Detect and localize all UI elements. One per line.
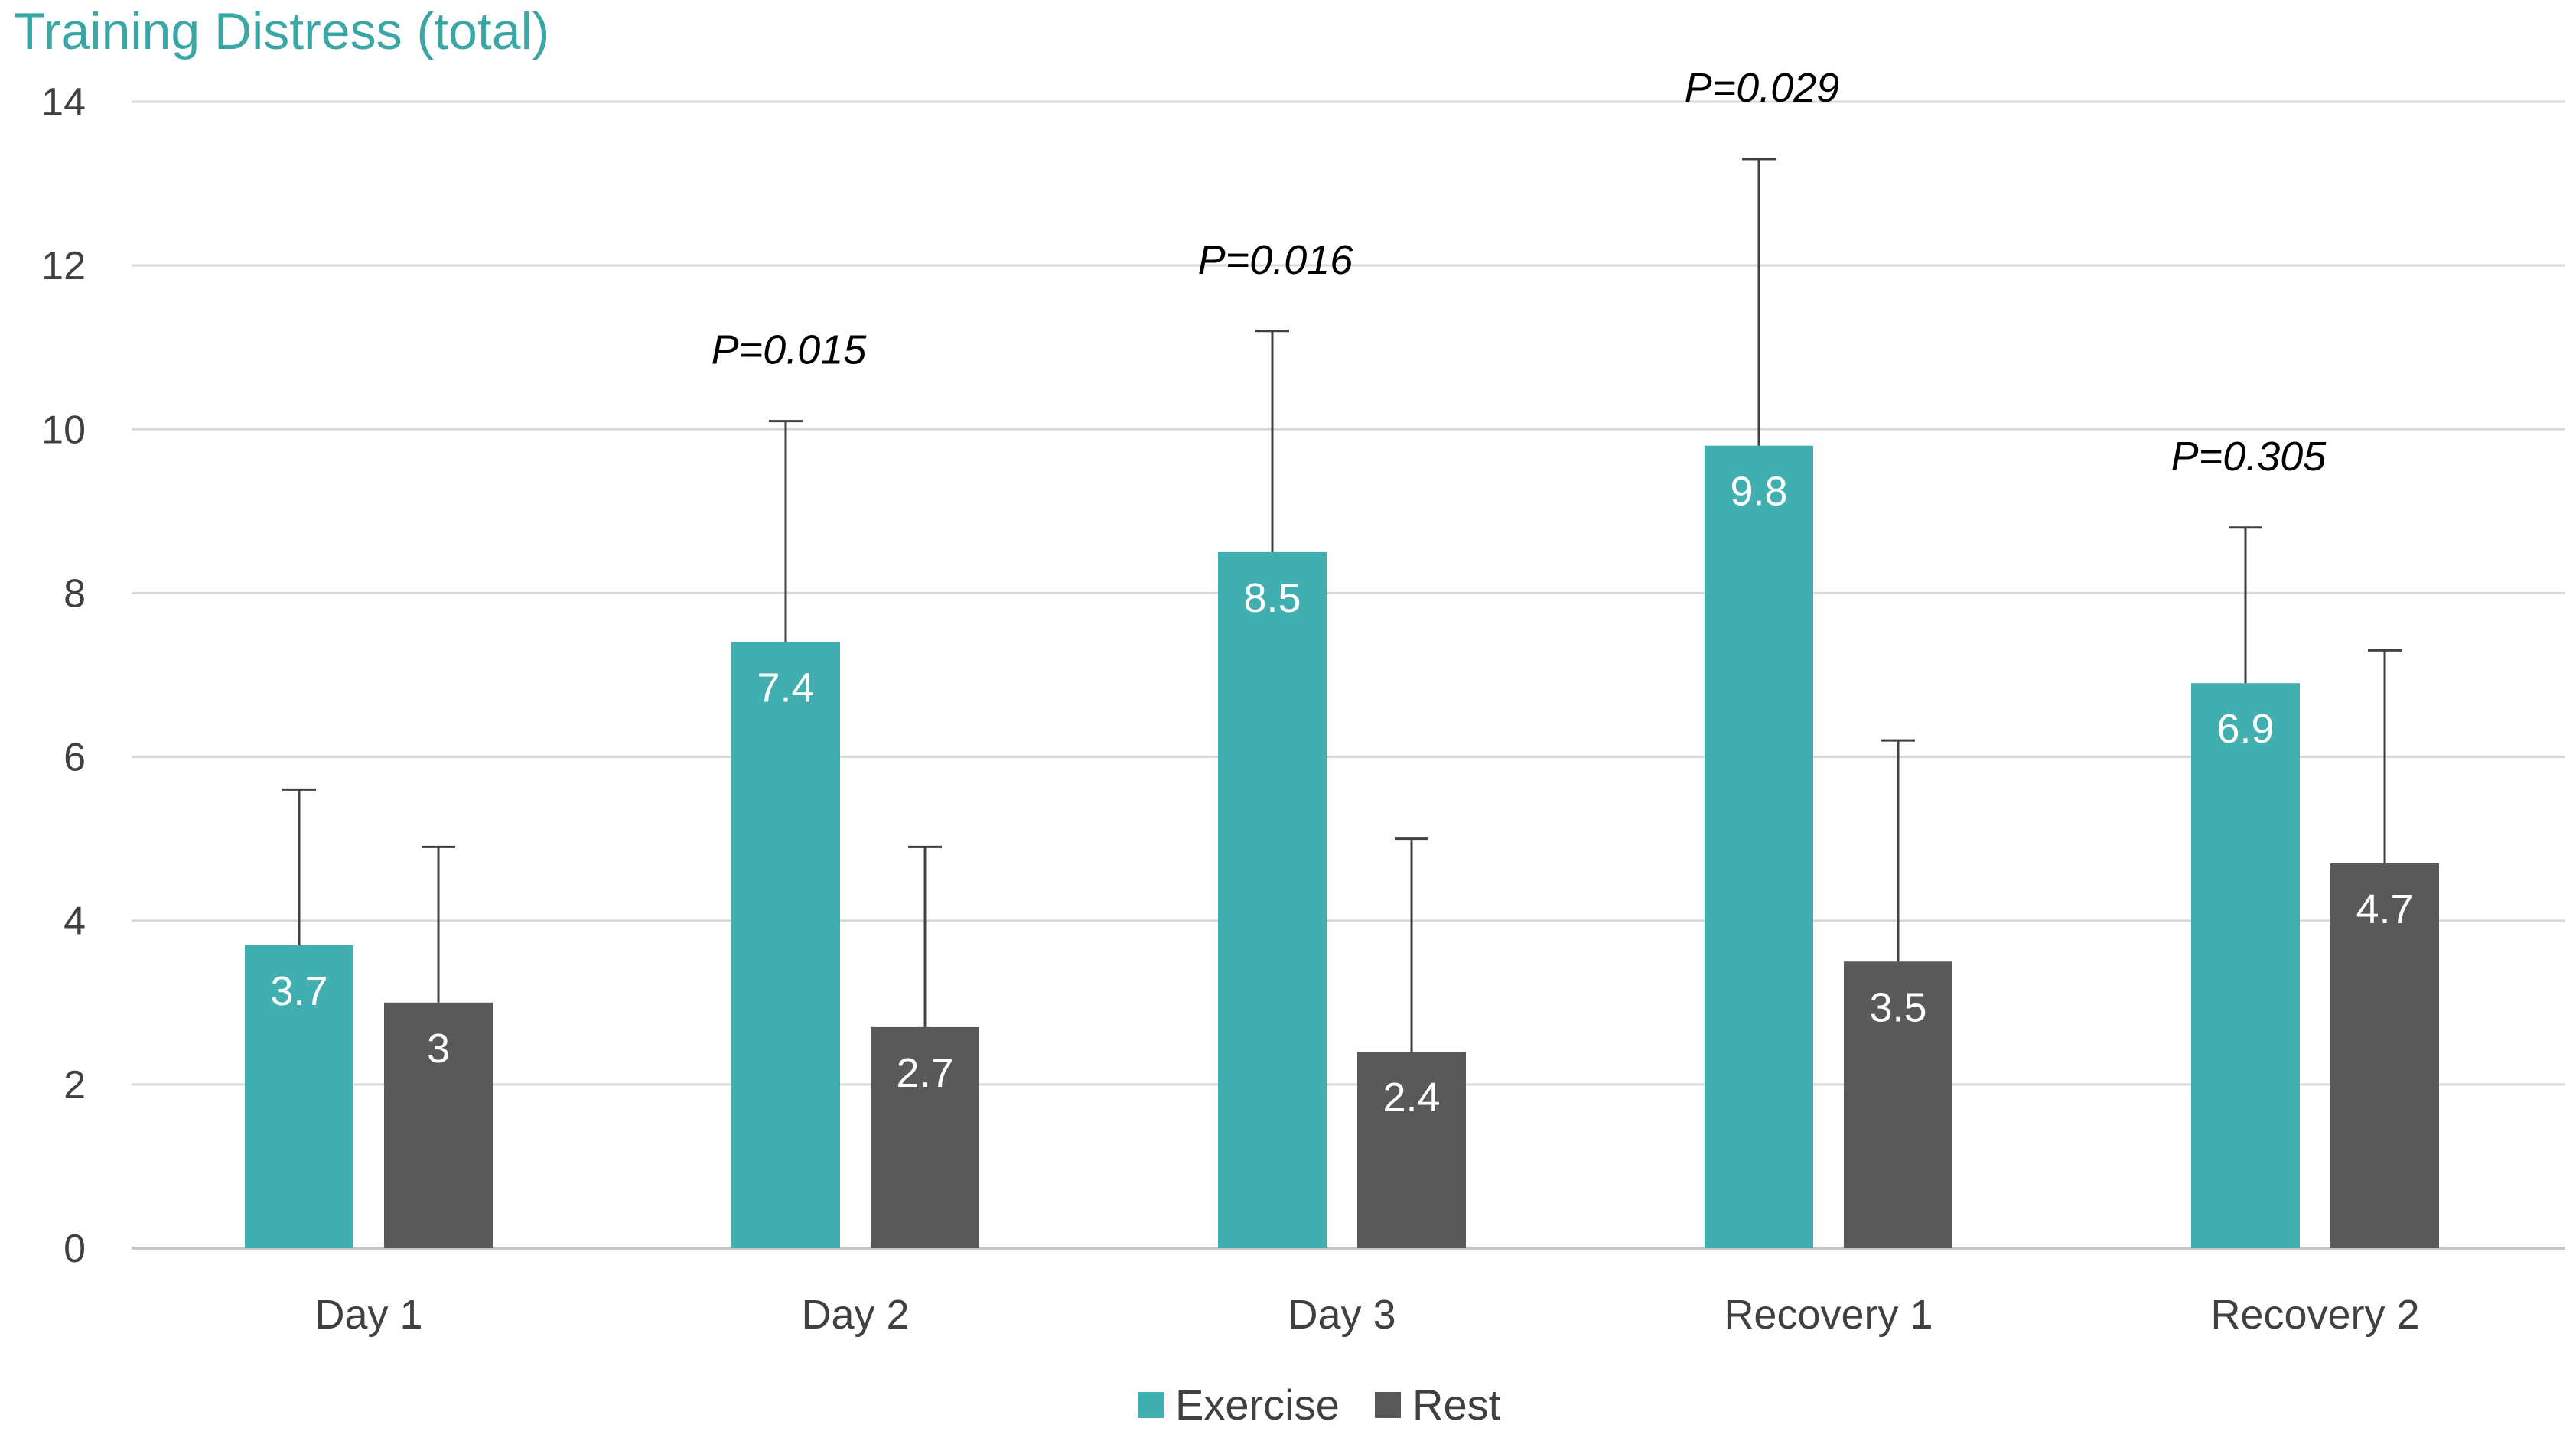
chart-title: Training Distress (total) — [14, 2, 549, 60]
bar-rest — [2330, 863, 2439, 1248]
bar-rest — [1357, 1052, 1466, 1248]
x-tick-label: Day 1 — [314, 1292, 422, 1338]
p-value-label: P=0.305 — [2171, 434, 2327, 480]
legend-label-exercise: Exercise — [1175, 1381, 1340, 1429]
y-tick-label: 0 — [64, 1227, 86, 1271]
data-label-exercise: 6.9 — [2216, 706, 2274, 752]
p-value-label: P=0.029 — [1685, 65, 1840, 111]
y-tick-label: 14 — [41, 80, 86, 125]
bar-exercise — [731, 642, 840, 1248]
x-tick-label: Day 2 — [801, 1292, 909, 1338]
x-axis-ticks: Day 1 Day 2 Day 3 Recovery 1 Recovery 2 — [314, 1292, 2419, 1338]
p-value-label: P=0.016 — [1198, 237, 1354, 283]
legend: Exercise Rest — [1138, 1381, 1501, 1429]
y-tick-label: 12 — [41, 244, 86, 288]
bar-rest — [871, 1026, 979, 1248]
y-tick-label: 8 — [64, 571, 86, 616]
bar-exercise — [2191, 683, 2300, 1248]
data-label-rest: 3.5 — [1869, 984, 1926, 1030]
y-tick-label: 4 — [64, 899, 86, 944]
y-tick-label: 2 — [64, 1063, 86, 1107]
bars — [245, 445, 2439, 1249]
legend-label-rest: Rest — [1412, 1381, 1501, 1429]
y-tick-label: 6 — [64, 736, 86, 780]
bar-exercise — [245, 945, 353, 1248]
data-label-exercise: 8.5 — [1243, 575, 1301, 621]
p-value-annotations: P=0.015 P=0.016 P=0.029 P=0.305 — [712, 65, 2327, 480]
x-tick-label: Recovery 1 — [1724, 1292, 1933, 1338]
data-label-rest: 3 — [427, 1026, 450, 1072]
data-labels: 3.7 3 7.4 2.7 8.5 2.4 9.8 3.5 6.9 4.7 — [270, 469, 2413, 1120]
legend-swatch-rest — [1375, 1392, 1401, 1418]
x-tick-label: Recovery 2 — [2210, 1292, 2419, 1338]
x-tick-label: Day 3 — [1288, 1292, 1395, 1338]
data-label-rest: 2.4 — [1382, 1075, 1440, 1120]
legend-swatch-exercise — [1138, 1392, 1164, 1418]
y-axis-ticks: 0 2 4 6 8 10 12 14 — [41, 80, 86, 1271]
gridlines — [132, 100, 2565, 1250]
data-label-exercise: 7.4 — [757, 665, 814, 711]
bar-rest — [384, 1002, 493, 1248]
data-label-exercise: 9.8 — [1730, 469, 1787, 515]
data-label-rest: 4.7 — [2356, 886, 2413, 932]
bar-exercise — [1705, 445, 1813, 1249]
y-tick-label: 10 — [41, 408, 86, 452]
p-value-label: P=0.015 — [712, 327, 868, 373]
bar-exercise — [1218, 551, 1327, 1248]
data-label-rest: 2.7 — [896, 1050, 953, 1096]
error-bars — [282, 158, 2402, 1052]
data-label-exercise: 3.7 — [270, 968, 327, 1014]
bar-rest — [1844, 961, 1952, 1248]
